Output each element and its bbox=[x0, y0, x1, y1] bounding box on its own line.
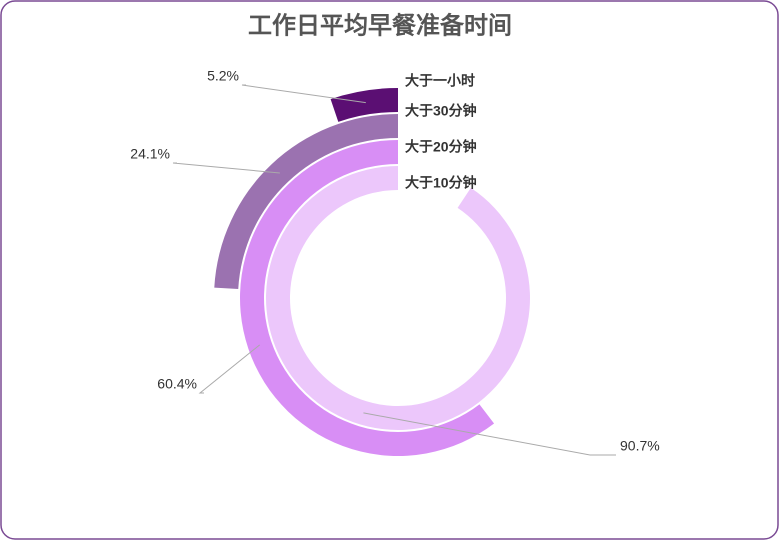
data-label: 24.1% bbox=[130, 146, 170, 162]
leader-line bbox=[363, 412, 616, 456]
ring-bar bbox=[239, 140, 495, 456]
category-label: 大于20分钟 bbox=[405, 139, 477, 155]
ring-bar bbox=[330, 88, 398, 122]
leader-line bbox=[198, 344, 261, 394]
data-label: 90.7% bbox=[620, 438, 660, 454]
chart-title: 工作日平均早餐准备时间 bbox=[248, 11, 512, 39]
data-label: 5.2% bbox=[207, 68, 239, 84]
category-label: 大于10分钟 bbox=[405, 175, 477, 191]
category-label: 大于一小时 bbox=[405, 73, 475, 89]
data-label: 60.4% bbox=[157, 376, 197, 392]
ring-bar bbox=[214, 114, 398, 289]
category-label: 大于30分钟 bbox=[405, 103, 477, 119]
leader-line bbox=[241, 84, 366, 104]
leader-line bbox=[172, 162, 280, 174]
